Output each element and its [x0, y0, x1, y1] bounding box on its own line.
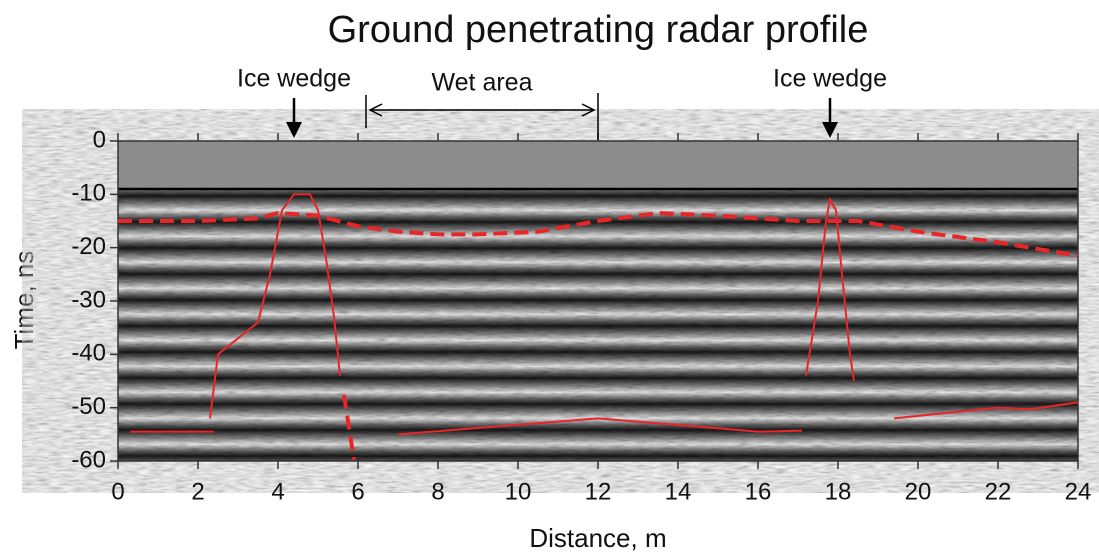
series-line — [209, 193, 341, 419]
series-line — [342, 394, 356, 461]
span-arrowhead — [368, 103, 383, 117]
y-tick-label: -30 — [71, 286, 106, 313]
x-tick-label: 6 — [351, 478, 364, 505]
x-tick-label: 18 — [825, 478, 852, 505]
series-line — [893, 401, 1079, 420]
air-band — [118, 141, 1078, 189]
chart-title: Ground penetrating radar profile — [328, 9, 869, 51]
x-tick-label: 4 — [271, 478, 284, 505]
series-line — [805, 196, 855, 382]
series-line — [118, 210, 1079, 258]
x-tick-label: 10 — [505, 478, 532, 505]
y-tick-label: 0 — [93, 126, 106, 153]
radargram — [118, 141, 1078, 461]
series-line — [397, 417, 803, 436]
x-tick-label: 20 — [905, 478, 932, 505]
annotation-arrowhead — [822, 122, 838, 138]
y-axis-label: Time, ns — [9, 251, 39, 350]
x-tick-label: 12 — [585, 478, 612, 505]
x-axis-label: Distance, m — [529, 523, 666, 553]
y-tick-label: -50 — [71, 393, 106, 420]
annotation-arrowhead — [286, 122, 302, 138]
x-tick-label: 24 — [1065, 478, 1092, 505]
x-tick-label: 8 — [431, 478, 444, 505]
annotation-label: Ice wedge — [237, 65, 351, 93]
x-tick-label: 14 — [665, 478, 692, 505]
annotation-label: Ice wedge — [773, 65, 887, 93]
y-tick-label: -60 — [71, 446, 106, 473]
x-tick-label: 0 — [111, 478, 124, 505]
x-tick-label: 2 — [191, 478, 204, 505]
y-tick-label: -20 — [71, 233, 106, 260]
y-tick-label: -10 — [71, 180, 106, 207]
y-tick-label: -40 — [71, 340, 106, 367]
x-tick-label: 22 — [985, 478, 1012, 505]
span-label: Wet area — [432, 69, 533, 97]
x-tick-label: 16 — [745, 478, 772, 505]
span-arrowhead — [581, 103, 596, 117]
